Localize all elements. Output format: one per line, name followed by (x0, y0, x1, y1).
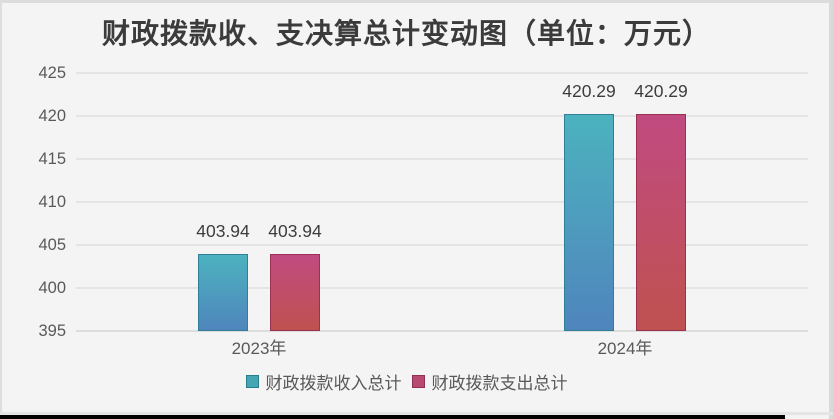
legend-swatch (411, 374, 425, 388)
x-axis-category-label: 2023年 (231, 339, 287, 358)
gridline (76, 201, 808, 203)
y-axis-tick-label: 425 (38, 64, 66, 82)
chart-legend: 财政拨款收入总计 财政拨款支出总计 (0, 369, 813, 393)
data-label: 403.94 (196, 221, 250, 242)
y-axis-tick-label: 405 (38, 236, 66, 254)
window-border-left (0, 0, 2, 419)
window-border-bottom-line (0, 412, 833, 415)
y-axis-tick-label: 395 (38, 322, 66, 340)
window-border-top (0, 0, 833, 3)
x-axis-category-label: 2024年 (597, 339, 653, 358)
gridline (76, 115, 808, 117)
bar-expense (636, 113, 686, 331)
legend-item: 财政拨款支出总计 (411, 369, 568, 394)
gridline (76, 244, 808, 246)
gridline (76, 158, 808, 160)
y-axis-tick-label: 420 (38, 107, 66, 125)
bar-income (198, 254, 248, 331)
bar-expense (270, 254, 320, 331)
legend-swatch (245, 374, 259, 388)
chart-title: 财政拨款收、支决算总计变动图（单位：万元） (101, 19, 711, 50)
window-bottom-black-bar (0, 415, 785, 419)
data-label: 403.94 (268, 221, 322, 242)
data-label: 420.29 (634, 80, 688, 101)
legend-series-label: 财政拨款支出总计 (431, 373, 568, 393)
y-axis-tick-label: 410 (38, 193, 66, 211)
window-border-right (829, 0, 833, 419)
y-axis-tick-label: 400 (38, 279, 66, 297)
bar-income (564, 113, 614, 331)
legend-item: 财政拨款收入总计 (245, 369, 402, 394)
legend-series-label: 财政拨款收入总计 (265, 373, 402, 393)
data-label: 420.29 (562, 80, 616, 101)
gridline (76, 287, 808, 289)
y-axis-tick-label: 415 (38, 150, 66, 168)
gridline (76, 72, 808, 74)
gridline (76, 330, 808, 332)
